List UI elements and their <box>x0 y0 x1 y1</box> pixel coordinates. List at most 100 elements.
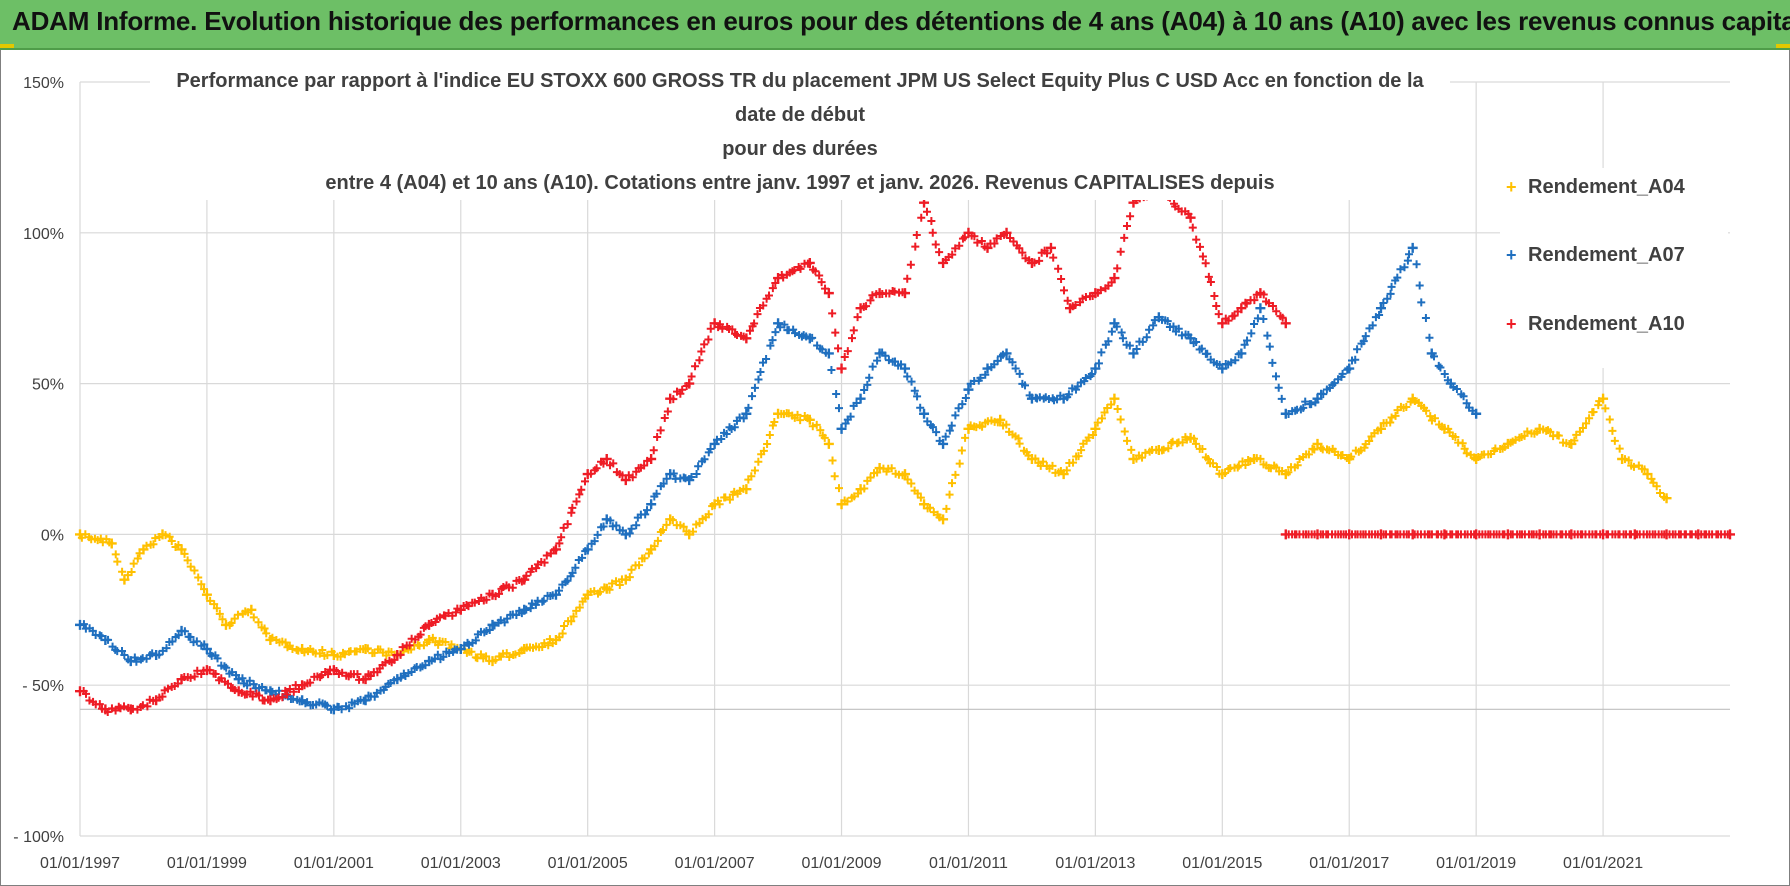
data-point-fill <box>791 329 800 338</box>
data-point-fill <box>796 264 805 273</box>
data-point <box>741 408 752 419</box>
data-points <box>75 182 1735 716</box>
data-point-fill <box>1520 431 1529 440</box>
data-point-fill <box>1250 296 1259 305</box>
data-point-fill <box>1204 454 1213 463</box>
x-tick-label: 01/01/2005 <box>548 855 628 872</box>
data-point-fill <box>1523 427 1532 436</box>
legend-label: Rendement_A07 <box>1528 244 1685 266</box>
data-point-fill <box>445 649 454 658</box>
x-axis-ticks: 01/01/1997 01/01/1999 01/01/2001 01/01/2003… <box>40 855 1643 872</box>
data-point-fill <box>873 356 882 365</box>
data-point-fill <box>246 687 255 696</box>
data-point-fill <box>765 291 774 300</box>
data-point <box>1725 529 1735 540</box>
data-point-fill <box>834 404 843 413</box>
header-banner: ADAM Informe. Evolution historique des p… <box>0 0 1790 50</box>
data-point-fill <box>1122 221 1131 230</box>
data-point-fill <box>434 640 443 649</box>
data-point <box>1280 318 1291 329</box>
data-point-fill <box>846 412 855 421</box>
data-point-fill <box>1338 451 1347 460</box>
data-point-fill <box>396 650 405 659</box>
plus-marker-icon: + <box>1506 177 1517 197</box>
data-point-fill <box>1178 438 1187 447</box>
data-point <box>1312 393 1323 404</box>
data-point-fill <box>95 700 104 709</box>
data-point-fill <box>627 565 636 574</box>
data-point-fill <box>1412 260 1421 269</box>
data-point-fill <box>206 596 215 605</box>
data-point-fill <box>1174 324 1183 333</box>
data-point-fill <box>728 325 737 334</box>
corner-accent-left <box>0 44 14 48</box>
data-point <box>106 538 117 549</box>
data-point-fill <box>793 410 802 419</box>
data-point-fill <box>912 231 921 240</box>
data-point-fill <box>1189 434 1198 443</box>
data-point-fill <box>283 690 292 699</box>
data-point-fill <box>1074 452 1083 461</box>
data-point-fill <box>353 670 362 679</box>
data-point <box>1217 318 1228 329</box>
data-point-fill <box>568 503 577 512</box>
data-point <box>582 544 593 555</box>
data-point-fill <box>687 472 696 481</box>
data-point-fill <box>796 416 805 425</box>
data-point-fill <box>1064 390 1073 399</box>
data-point-fill <box>771 328 780 337</box>
data-point-fill <box>1440 370 1449 379</box>
data-point-fill <box>526 604 535 613</box>
data-point-fill <box>143 702 152 711</box>
data-point-fill <box>577 485 586 494</box>
data-point-fill <box>903 372 912 381</box>
plus-marker-icon: + <box>1506 314 1517 334</box>
data-point-fill <box>973 238 982 247</box>
corner-accent-right <box>1776 44 1790 48</box>
data-point <box>900 288 910 299</box>
x-tick-label: 01/01/2015 <box>1182 855 1262 872</box>
data-point-fill <box>138 701 147 710</box>
data-point-fill <box>1264 299 1273 308</box>
data-point-fill <box>1546 427 1555 436</box>
data-point-fill <box>435 613 444 622</box>
x-tick-label: 01/01/2011 <box>929 855 1008 872</box>
data-point-fill <box>1338 369 1347 378</box>
data-point-fill <box>133 554 142 563</box>
data-point-fill <box>913 392 922 401</box>
data-point-fill <box>1652 482 1661 491</box>
data-point-fill <box>129 559 138 568</box>
data-point-fill <box>340 650 349 659</box>
data-point-fill <box>1123 436 1132 445</box>
y-tick-label: 100% <box>23 226 64 243</box>
data-point-fill <box>111 550 120 559</box>
data-point-fill <box>1039 457 1048 466</box>
data-point-fill <box>951 411 960 420</box>
data-point-fill <box>768 336 777 345</box>
data-point-fill <box>1138 337 1147 346</box>
data-point-fill <box>1452 385 1461 394</box>
data-point-fill <box>1250 320 1259 329</box>
data-point <box>119 574 130 585</box>
data-point-fill <box>811 267 820 276</box>
data-point-fill <box>1624 456 1633 465</box>
data-point-fill <box>1656 488 1665 497</box>
data-point-fill <box>482 652 491 661</box>
data-point-fill <box>180 549 189 558</box>
series-rendement_a04 <box>75 393 1672 667</box>
data-point-fill <box>531 600 540 609</box>
data-point-fill <box>1096 286 1105 295</box>
x-tick-label: 01/01/2009 <box>801 855 881 872</box>
data-point <box>360 695 371 706</box>
data-point-fill <box>1570 436 1579 445</box>
data-point-fill <box>544 641 553 650</box>
data-point-fill <box>868 362 877 371</box>
data-point-fill <box>278 693 287 702</box>
data-point-fill <box>255 691 264 700</box>
data-point-fill <box>695 519 704 528</box>
data-point-fill <box>834 484 843 493</box>
data-point-fill <box>1379 298 1388 307</box>
data-point-fill <box>1421 313 1430 322</box>
data-point-fill <box>1208 459 1217 468</box>
data-point-fill <box>641 510 650 519</box>
